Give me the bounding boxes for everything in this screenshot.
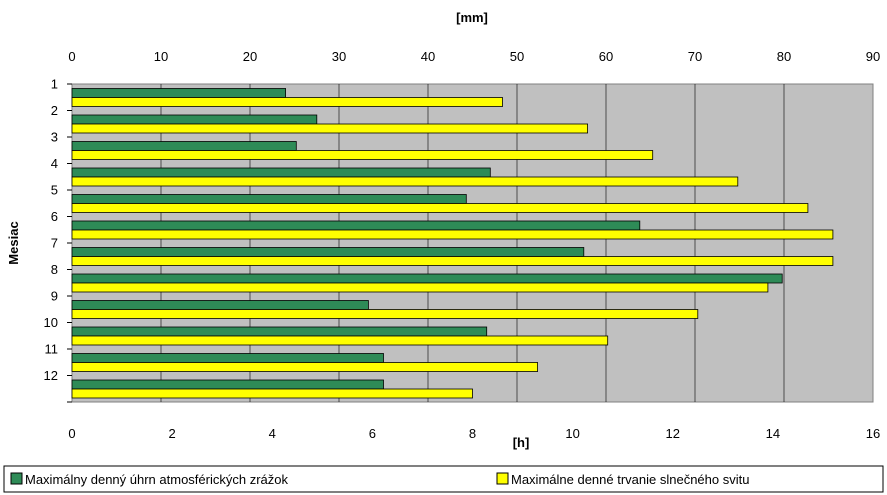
top-tick-label: 0	[68, 49, 75, 64]
bar-sunshine	[71, 335, 609, 346]
legend-box	[3, 465, 884, 493]
legend-swatch-sunshine	[496, 472, 509, 485]
top-tick-label: 70	[688, 49, 702, 64]
bar-precip	[71, 326, 488, 337]
category-label: 3	[51, 130, 58, 145]
bar-precip	[71, 167, 491, 178]
bar-sunshine	[71, 362, 539, 372]
bar-precip	[71, 300, 369, 310]
category-label: 7	[51, 236, 58, 251]
bottom-tick-label: 14	[766, 426, 780, 441]
bar-sunshine	[71, 97, 503, 107]
bar-sunshine	[71, 150, 654, 160]
bar-precip	[71, 220, 641, 231]
bar-precip	[71, 114, 318, 125]
bottom-tick-label: 16	[866, 426, 880, 441]
bottom-tick-label: 12	[666, 426, 680, 441]
bottom-axis-title: [h]	[513, 435, 530, 450]
top-tick-label: 50	[510, 49, 524, 64]
plot-area	[71, 83, 874, 403]
category-label: 10	[44, 315, 58, 330]
bar-sunshine	[71, 282, 769, 293]
bottom-tick-label: 4	[269, 426, 276, 441]
category-label: 4	[51, 156, 58, 171]
bar-precip	[71, 194, 467, 204]
category-label: 1	[51, 77, 58, 92]
bar-precip	[71, 353, 384, 363]
bar-sunshine	[71, 229, 834, 240]
bar-sunshine	[71, 123, 588, 134]
bar-sunshine	[71, 203, 809, 213]
y-axis-title: Mesiac	[6, 221, 21, 264]
bar-sunshine	[71, 388, 473, 399]
bottom-tick-label: 10	[565, 426, 579, 441]
bottom-axis-ticks: 0 2 4 6 8 10 12 14 16	[68, 426, 880, 441]
bar-precip	[71, 273, 783, 284]
bar-precip	[71, 379, 384, 390]
category-label: 2	[51, 103, 58, 118]
category-label: 9	[51, 289, 58, 304]
top-axis-ticks: 0 10 20 30 40 50 60 70 80 90	[68, 49, 880, 64]
top-tick-label: 30	[332, 49, 346, 64]
top-tick-label: 90	[866, 49, 880, 64]
category-label: 12	[44, 368, 58, 383]
bar-precip	[71, 88, 287, 98]
bar-sunshine	[71, 176, 739, 187]
category-label: 5	[51, 183, 58, 198]
bottom-tick-label: 6	[369, 426, 376, 441]
category-label: 8	[51, 262, 58, 277]
legend-label-sunshine: Maximálne denné trvanie slnečného svitu	[511, 472, 749, 487]
gridlines	[160, 84, 785, 402]
legend-swatch-precip	[10, 472, 23, 485]
top-tick-label: 60	[599, 49, 613, 64]
top-axis-title: [mm]	[456, 10, 488, 25]
bar-precip	[71, 141, 297, 151]
category-label: 11	[45, 342, 59, 357]
top-tick-label: 10	[154, 49, 168, 64]
top-tick-label: 80	[777, 49, 791, 64]
bottom-tick-label: 2	[169, 426, 176, 441]
bottom-tick-label: 8	[469, 426, 476, 441]
legend-label-precip: Maximálny denný úhrn atmosférických zráž…	[25, 472, 288, 487]
top-tick-label: 20	[243, 49, 257, 64]
bar-sunshine	[71, 256, 834, 266]
bar-sunshine	[71, 309, 699, 319]
top-tick-label: 40	[421, 49, 435, 64]
bars	[71, 88, 834, 399]
category-label: 6	[51, 209, 58, 224]
bar-precip	[71, 247, 585, 257]
bottom-tick-label: 0	[68, 426, 75, 441]
